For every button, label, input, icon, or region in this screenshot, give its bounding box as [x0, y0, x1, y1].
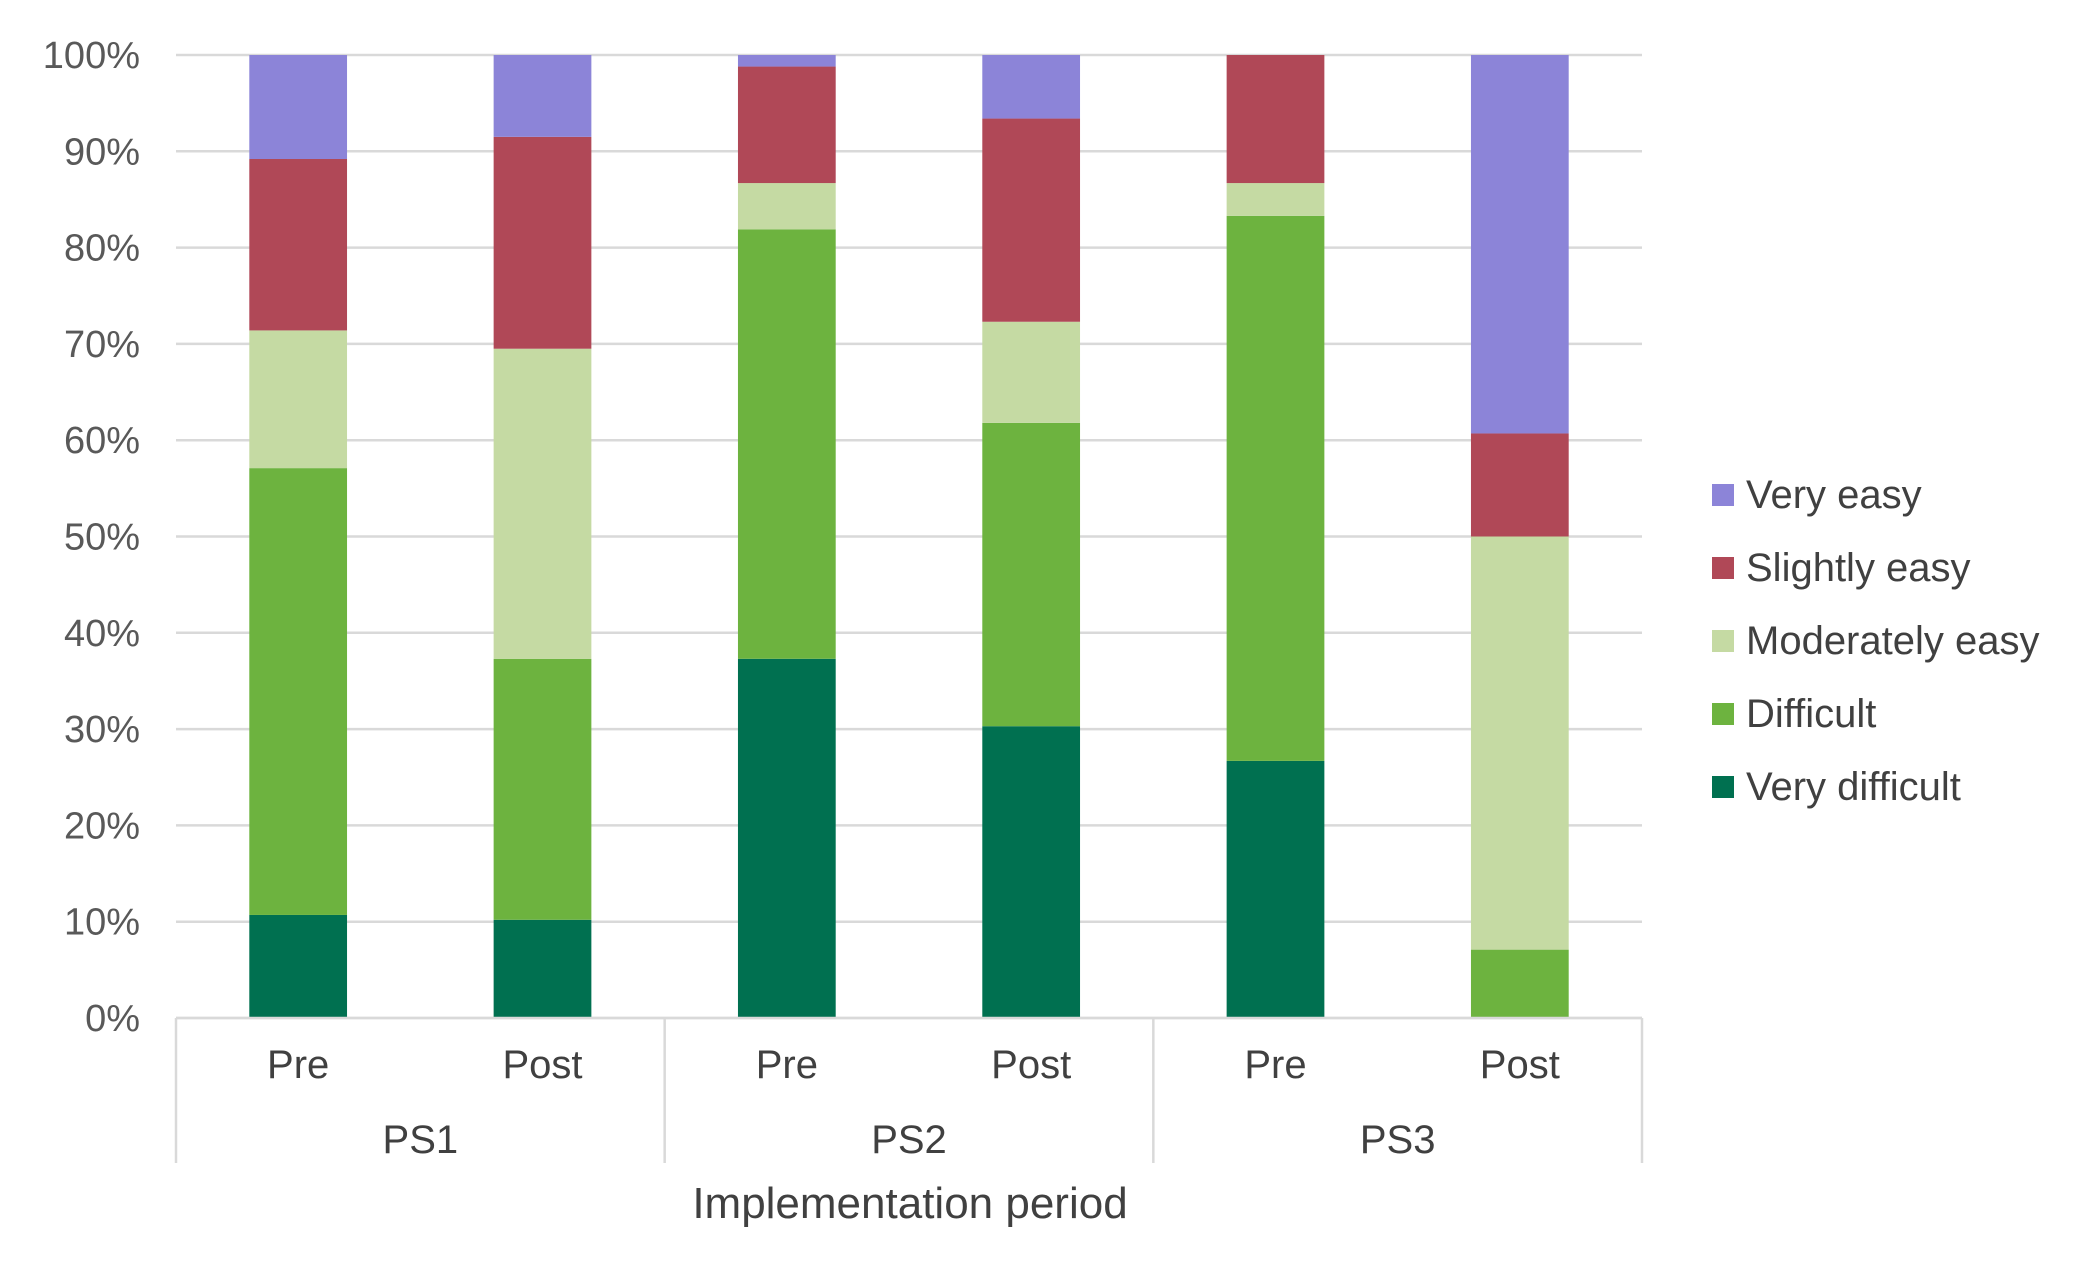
bar-segment-very-difficult	[1226, 760, 1325, 1018]
bar-segment-very-difficult	[982, 726, 1081, 1018]
bar-segment-very-difficult	[249, 914, 348, 1018]
x-axis-title: Implementation period	[692, 1179, 1127, 1228]
legend-label: Slightly easy	[1746, 546, 1971, 590]
bar-segment-slightly-easy	[982, 118, 1081, 322]
bar-segment-slightly-easy	[1226, 55, 1325, 184]
y-tick-label: 10%	[64, 902, 140, 944]
bar-segment-very-easy	[249, 55, 348, 160]
bar-segment-very-difficult	[493, 919, 592, 1018]
bar-segment-difficult	[493, 658, 592, 920]
x-category-label: Post	[1480, 1043, 1560, 1087]
x-category-label: Pre	[1244, 1043, 1306, 1087]
x-group-label: PS2	[871, 1118, 947, 1162]
legend-swatch	[1712, 557, 1734, 579]
y-tick-label: 60%	[64, 420, 140, 462]
x-category-label: Pre	[267, 1043, 329, 1087]
y-tick-label: 70%	[64, 324, 140, 366]
bar-segment-moderately-easy	[493, 348, 592, 659]
bar-segment-difficult	[1226, 215, 1325, 761]
bar-segment-moderately-easy	[982, 321, 1081, 423]
bar-segment-very-easy	[982, 55, 1081, 119]
bar-segment-difficult	[1470, 949, 1569, 1018]
y-tick-label: 50%	[64, 517, 140, 559]
gridlines	[176, 53, 1642, 1020]
bar-segment-slightly-easy	[1470, 433, 1569, 537]
bar-segment-moderately-easy	[1226, 183, 1325, 216]
x-group-label: PS3	[1360, 1118, 1436, 1162]
y-tick-label: 40%	[64, 613, 140, 655]
y-tick-label: 20%	[64, 805, 140, 847]
bar-segment-slightly-easy	[249, 159, 348, 331]
bar-segment-moderately-easy	[249, 330, 348, 469]
y-tick-label: 90%	[64, 131, 140, 173]
y-tick-label: 30%	[64, 709, 140, 751]
bar-segment-difficult	[249, 468, 348, 915]
y-tick-label: 100%	[43, 35, 140, 77]
bar-segment-difficult	[982, 422, 1081, 727]
bar-segment-moderately-easy	[1470, 536, 1569, 950]
legend-label: Moderately easy	[1746, 619, 2039, 663]
bar-segment-very-easy	[1470, 55, 1569, 434]
y-tick-label: 80%	[64, 228, 140, 270]
legend-label: Very difficult	[1746, 765, 1961, 809]
bars	[249, 55, 1569, 1018]
legend: Very easy Slightly easy Moderately easy Dif…	[1712, 473, 2039, 809]
x-category-label: Post	[502, 1043, 582, 1087]
bar-segment-very-easy	[493, 55, 592, 137]
bar-segment-slightly-easy	[493, 136, 592, 349]
x-category-label: Pre	[756, 1043, 818, 1087]
legend-swatch	[1712, 484, 1734, 506]
y-axis-tick-labels: 0% 10% 20% 30% 40% 50% 60% 70% 80% 90% 100%	[43, 35, 140, 1040]
bar-segment-slightly-easy	[737, 66, 836, 184]
bar-segment-very-easy	[737, 55, 836, 67]
x-category-label: Post	[991, 1043, 1071, 1087]
y-tick-label: 0%	[85, 998, 140, 1040]
x-axis: Pre Post Pre Post Pre Post PS1 PS2 PS3	[174, 1016, 1644, 1163]
x-group-label: PS1	[383, 1118, 459, 1162]
legend-label: Very easy	[1746, 473, 1922, 517]
legend-label: Difficult	[1746, 692, 1876, 736]
bar-segment-moderately-easy	[737, 183, 836, 230]
legend-swatch	[1712, 776, 1734, 798]
legend-swatch	[1712, 703, 1734, 725]
bar-segment-very-difficult	[737, 658, 836, 1018]
bar-segment-difficult	[737, 229, 836, 659]
legend-swatch	[1712, 630, 1734, 652]
